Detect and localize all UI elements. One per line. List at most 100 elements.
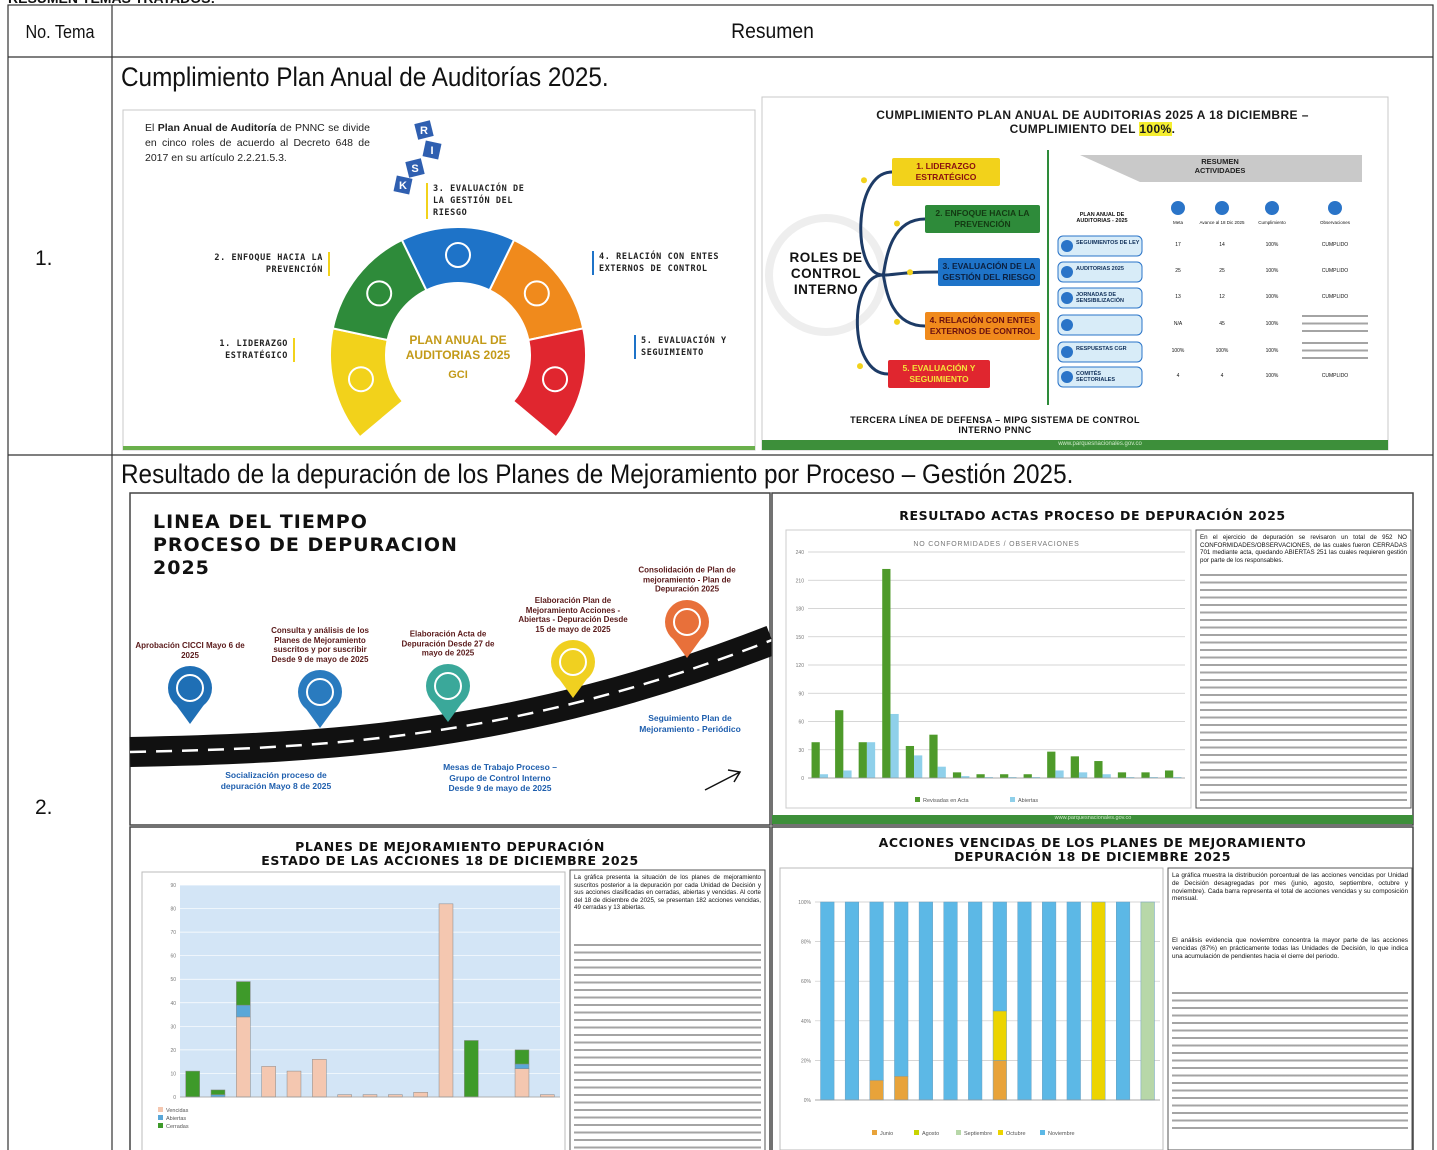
chart-title: NO CONFORMIDADES / OBSERVACIONES <box>913 541 1079 548</box>
milestone-label: Consolidación de Plan de mejoramiento - … <box>638 565 736 594</box>
legend-swatch <box>872 1130 877 1135</box>
y-tick-label: 60 <box>170 954 176 960</box>
column-icon <box>1328 201 1342 215</box>
panel <box>129 492 771 826</box>
y-tick-label: 90 <box>170 883 176 889</box>
text-lines <box>1302 340 1368 364</box>
bar <box>413 1092 428 1098</box>
bar <box>1008 777 1017 778</box>
bar <box>1031 777 1041 778</box>
row-label: RESPUESTAS CGR <box>1076 346 1127 352</box>
bar <box>1126 777 1135 778</box>
bar <box>1042 901 1057 1101</box>
milestone-marker <box>665 600 709 644</box>
milestone-icon <box>559 648 587 676</box>
bar <box>1023 774 1032 778</box>
row-icon <box>1061 292 1073 304</box>
cell: 100% <box>1265 242 1279 248</box>
bar <box>968 901 983 1101</box>
role-icon <box>542 366 569 393</box>
text: . <box>1171 122 1176 136</box>
row-label-box <box>1057 314 1143 336</box>
milestone-icon <box>434 672 462 700</box>
bar <box>918 901 933 1101</box>
risk-letter: S <box>411 163 418 175</box>
bar <box>514 1049 530 1065</box>
role-box <box>938 258 1040 286</box>
text-lines <box>574 942 761 1150</box>
bar <box>905 745 915 778</box>
bar <box>1117 772 1127 778</box>
bar <box>1047 751 1056 778</box>
y-tick-label: 120 <box>796 663 805 669</box>
legend-swatch <box>915 797 920 802</box>
y-tick-label: 40% <box>801 1019 812 1025</box>
bar <box>236 1016 251 1098</box>
milestone-marker <box>426 664 470 708</box>
cell: CUMPLIDO <box>1321 373 1349 379</box>
row-label: SEGUIMIENTOS DE LEY <box>1076 240 1140 246</box>
risk-letter: K <box>399 180 407 192</box>
y-tick-label: 30 <box>798 748 804 754</box>
role-segment <box>511 327 587 439</box>
column-label: Observaciones <box>1319 220 1350 225</box>
panel-title: ESTADO DE LAS ACCIONES 18 DE DICIEMBRE 2… <box>261 853 639 868</box>
milestone-label: Mesas de Trabajo Proceso – Grupo de Cont… <box>443 762 557 793</box>
bar <box>1078 772 1088 778</box>
y-tick-label: 50 <box>170 977 176 983</box>
legend-label: Octubre <box>1006 1131 1026 1137</box>
text-lines <box>1302 313 1368 337</box>
text: 100% <box>1139 122 1172 136</box>
bar <box>1141 772 1150 778</box>
connector-dot <box>894 318 900 325</box>
connector-dot <box>857 363 863 370</box>
bar <box>210 1089 226 1095</box>
bar <box>1066 901 1081 1101</box>
y-tick-label: 30 <box>170 1024 176 1030</box>
bar <box>1070 756 1079 778</box>
row-label: JORNADAS DE SENSIBILIZACIÓN <box>1076 292 1124 304</box>
role-box-label: 2. ENFOQUE HACIA LA PREVENCIÓN <box>935 208 1030 229</box>
cell: 100% <box>1265 294 1279 300</box>
row-label-box <box>1057 235 1143 257</box>
row-label-box <box>1057 341 1143 363</box>
bar <box>261 1066 276 1098</box>
row-label-box <box>1057 366 1143 388</box>
column-header: Resumen <box>731 20 814 43</box>
connector <box>882 270 939 277</box>
cell: 14 <box>1219 242 1225 248</box>
bar <box>858 742 867 778</box>
bar <box>185 1070 200 1098</box>
milestone-icon <box>306 678 334 706</box>
cell: 4 <box>1220 373 1224 379</box>
bar <box>1000 774 1009 778</box>
role-box-label: 1. LIDERAZGO ESTRATÉGICO <box>915 161 977 182</box>
row-label-box <box>1057 287 1143 309</box>
cell: 100% <box>1265 348 1279 354</box>
text-lines <box>1200 572 1407 804</box>
column-label: Meta <box>1172 220 1183 225</box>
y-tick-label: 150 <box>796 635 805 641</box>
y-tick-label: 20 <box>170 1048 176 1054</box>
text: CUMPLIMIENTO PLAN ANUAL DE AUDITORIAS 20… <box>876 108 1309 136</box>
milestone-icon <box>176 674 204 702</box>
y-tick-label: 0% <box>804 1098 812 1104</box>
panel-title: PLANES DE MEJORAMIENTO DEPURACIÓN <box>295 839 605 854</box>
road-line <box>129 638 773 754</box>
role-label: 4. RELACIÓN CON ENTES EXTERNOS DE CONTRO… <box>592 251 732 275</box>
paragraph: El análisis evidencia que noviembre conc… <box>1172 937 1408 960</box>
paragraph: La gráfica muestra la distribución porce… <box>1172 872 1408 903</box>
cell: CUMPLIDO <box>1321 268 1349 274</box>
risk-cube <box>393 175 413 195</box>
connector <box>859 170 893 277</box>
milestone-marker <box>168 666 212 710</box>
arrow <box>704 769 742 791</box>
bar <box>438 903 454 1098</box>
panel-strip <box>772 815 1413 824</box>
y-tick-label: 40 <box>170 1001 176 1007</box>
bar <box>894 1075 909 1101</box>
milestone-label: Elaboración Plan de Mejoramiento Accione… <box>518 596 628 634</box>
bar <box>1164 770 1174 778</box>
role-label: 1. LIDERAZGO ESTRATÉGICO <box>200 338 295 362</box>
y-tick-label: 100% <box>798 900 811 906</box>
